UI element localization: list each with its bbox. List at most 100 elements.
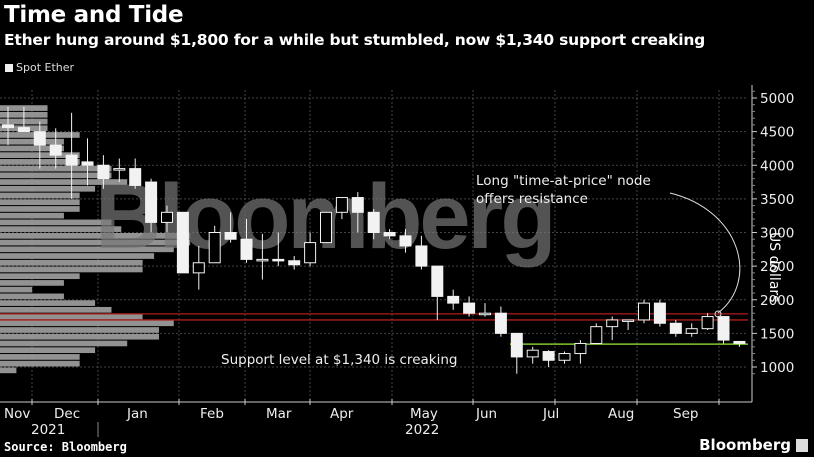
- candle-body: [304, 242, 317, 264]
- profile-bar: [0, 333, 160, 340]
- profile-bar: [0, 354, 80, 360]
- candle-body: [558, 353, 571, 361]
- candle-body: [494, 312, 507, 334]
- candle-body: [447, 295, 460, 304]
- candle-body: [161, 211, 173, 223]
- candle-body: [463, 302, 476, 314]
- candle-body: [272, 258, 285, 262]
- y-tick-label: 2000: [760, 293, 794, 309]
- candle-body: [606, 319, 619, 328]
- profile-bar: [0, 192, 80, 199]
- legend-swatch-icon: [5, 63, 13, 72]
- profile-bar: [0, 259, 143, 266]
- candle-body: [733, 340, 746, 344]
- candle-body: [256, 258, 269, 262]
- x-tick-label: Nov: [4, 406, 30, 422]
- candle-body: [17, 127, 30, 133]
- x-tick-label: Dec: [54, 406, 80, 422]
- profile-bar: [0, 313, 143, 320]
- candle-body: [335, 197, 348, 213]
- profile-bar: [0, 179, 128, 185]
- candle-body: [622, 319, 635, 322]
- resistance-annotation-line1: Long "time-at-price" node: [476, 173, 651, 189]
- candle-body: [351, 197, 364, 213]
- candle-body: [590, 326, 603, 344]
- y-tick-label: 5000: [760, 91, 794, 107]
- profile-bar: [0, 138, 64, 145]
- profile-bar: [0, 239, 191, 246]
- profile-bar: [0, 320, 174, 327]
- brand-label: Bloomberg: [699, 436, 791, 454]
- profile-bar: [0, 347, 96, 354]
- y-tick-label: 3500: [760, 192, 794, 208]
- profile-bar: [0, 273, 80, 280]
- candle-body: [431, 265, 444, 297]
- profile-bar: [0, 185, 96, 192]
- candle-body: [224, 232, 237, 240]
- x-tick-label: Sep: [673, 406, 698, 422]
- chart-title: Time and Tide: [4, 2, 184, 28]
- candle-body: [49, 144, 62, 156]
- candle-body: [145, 181, 158, 223]
- candle-body: [129, 168, 142, 186]
- x-tick-label: Mar: [266, 406, 292, 422]
- legend-label: Spot Ether: [16, 61, 75, 74]
- y-tick-label: 4000: [760, 158, 794, 174]
- profile-bar: [0, 172, 112, 179]
- candle-body: [2, 124, 14, 129]
- support-annotation: Support level at $1,340 is creaking: [221, 352, 457, 368]
- candle-body: [717, 316, 730, 341]
- source-note: Source: Bloomberg: [4, 440, 127, 454]
- candle-body: [415, 245, 428, 267]
- candle-body: [65, 154, 78, 166]
- candle-body: [192, 262, 205, 274]
- profile-bar: [0, 233, 191, 239]
- profile-bar: [0, 145, 64, 152]
- bloomberg-brand: Bloomberg: [699, 436, 808, 454]
- x-tick-label: Apr: [330, 406, 354, 422]
- x-tick-label: Jan: [126, 406, 148, 422]
- y-tick-label: 2500: [760, 259, 794, 275]
- candle-body: [542, 351, 555, 361]
- profile-bar: [0, 340, 128, 347]
- profile-bar: [0, 327, 160, 333]
- candle-body: [685, 328, 698, 334]
- profile-bar: [0, 226, 122, 232]
- candle-body: [574, 342, 587, 355]
- candle-body: [653, 302, 666, 324]
- candle-body: [320, 211, 332, 244]
- annotation-arrow: [669, 192, 741, 314]
- x-tick-label: Feb: [200, 406, 224, 422]
- y-tick-label: 1000: [760, 360, 794, 376]
- profile-bar: [0, 367, 17, 374]
- profile-bar: [0, 293, 64, 300]
- legend: Spot Ether: [5, 61, 74, 74]
- candle-body: [510, 332, 523, 358]
- chart-subtitle: Ether hung around $1,800 for a while but…: [4, 31, 706, 49]
- candle-body: [399, 235, 412, 247]
- y-tick-label: 4500: [760, 125, 794, 141]
- profile-bar: [0, 199, 80, 206]
- candle-body: [669, 322, 682, 334]
- candle-body: [33, 131, 46, 146]
- profile-bar: [0, 212, 64, 219]
- profile-bar: [0, 286, 33, 293]
- y-axis-title: US dollars: [766, 232, 782, 303]
- candle-body: [97, 164, 110, 180]
- profile-bar: [0, 219, 112, 226]
- profile-bar: [0, 360, 80, 367]
- candle-body: [526, 349, 539, 358]
- profile-bar: [0, 246, 174, 253]
- resistance-annotation-line2: offers resistance: [476, 191, 588, 207]
- candle-body: [176, 211, 189, 274]
- profile-bar: [0, 300, 96, 306]
- x-tick-label: Jul: [542, 406, 559, 422]
- annotation-marker-icon: [714, 310, 722, 318]
- candle-body: [288, 260, 301, 266]
- profile-bar: [0, 206, 80, 212]
- x-tick-label: Aug: [608, 406, 634, 422]
- x-tick-label: May: [410, 406, 438, 422]
- x-tick-label: Jun: [475, 406, 497, 422]
- candle-body: [638, 302, 650, 321]
